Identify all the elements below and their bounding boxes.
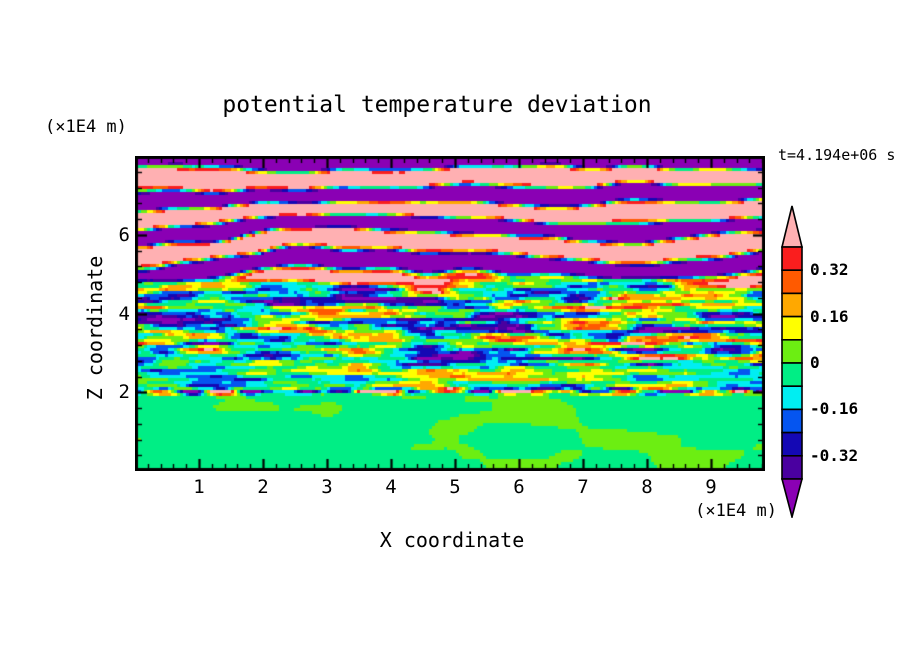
colorbar-tick-label: 0.32 bbox=[810, 260, 849, 280]
x-tick-label: 7 bbox=[577, 476, 589, 498]
colorbar-segment bbox=[781, 339, 803, 364]
colorbar-arrow-up bbox=[780, 205, 804, 248]
x-tick-label: 3 bbox=[321, 476, 333, 498]
colorbar bbox=[779, 205, 805, 521]
colorbar-arrow-down bbox=[780, 478, 804, 521]
x-tick-label: 2 bbox=[257, 476, 269, 498]
colorbar-segment bbox=[781, 246, 803, 272]
colorbar-segment bbox=[781, 269, 803, 295]
x-axis-units-label: (×1E4 m) bbox=[695, 501, 777, 521]
colorbar-tick-label: -0.16 bbox=[810, 399, 859, 419]
z-tick-label: 6 bbox=[118, 223, 130, 246]
colorbar-segment bbox=[781, 385, 803, 411]
x-tick-label: 1 bbox=[193, 476, 205, 498]
colorbar-segment bbox=[781, 408, 803, 434]
z-axis-title: Z coordinate bbox=[83, 255, 107, 401]
colorbar-tick-label: -0.32 bbox=[810, 445, 859, 465]
colorbar-segment bbox=[781, 292, 803, 318]
colorbar-segment bbox=[781, 431, 803, 457]
colorbar-tick-label: 0.16 bbox=[810, 306, 849, 326]
x-axis-title: X coordinate bbox=[379, 528, 525, 552]
x-tick-label: 9 bbox=[705, 476, 717, 498]
z-axis-units-label: (×1E4 m) bbox=[45, 117, 127, 137]
x-tick-label: 4 bbox=[385, 476, 397, 498]
colorbar-tick-label: 0 bbox=[810, 353, 820, 372]
x-tick-label: 8 bbox=[641, 476, 653, 498]
x-tick-label: 6 bbox=[513, 476, 525, 498]
colorbar-segment bbox=[781, 362, 803, 388]
x-tick-label: 5 bbox=[449, 476, 461, 498]
colorbar-segment bbox=[781, 455, 803, 480]
plot-title: potential temperature deviation bbox=[222, 92, 652, 118]
colorbar-segment bbox=[781, 315, 803, 341]
heatmap-canvas bbox=[135, 156, 765, 471]
z-tick-label: 4 bbox=[118, 302, 130, 325]
z-tick-label: 2 bbox=[118, 381, 130, 404]
time-annotation: t=4.194e+06 s bbox=[778, 146, 896, 164]
